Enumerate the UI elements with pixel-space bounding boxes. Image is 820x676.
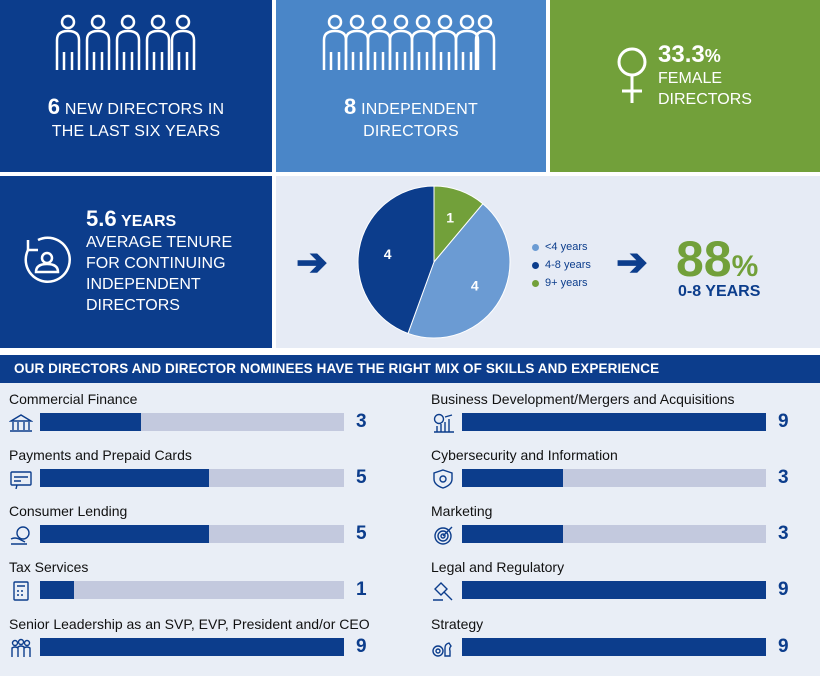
bar-value-label: 3 — [778, 523, 789, 544]
bar-track — [462, 413, 766, 431]
skill-label: Business Development/Mergers and Acquisi… — [431, 391, 735, 407]
bar-fill — [40, 469, 209, 487]
shield-icon — [433, 469, 453, 489]
bar-fill — [462, 525, 564, 543]
bar-track — [40, 581, 344, 599]
skill-label: Commercial Finance — [9, 391, 138, 407]
legend-label: <4 years — [545, 241, 588, 253]
bar-value-label: 9 — [356, 636, 367, 657]
bar-fill — [40, 525, 209, 543]
bar-value-label: 3 — [778, 467, 789, 488]
bar-track — [462, 525, 766, 543]
independent-line2: DIRECTORS — [363, 123, 459, 140]
skill-label: Marketing — [431, 503, 493, 519]
legend-item: <4 years — [532, 238, 591, 256]
arrow-right-icon: ➔ — [296, 242, 328, 284]
bar-fill — [40, 413, 142, 431]
card-icon — [10, 471, 32, 489]
arrow-right-icon: ➔ — [616, 242, 648, 284]
gavel-icon — [433, 582, 453, 601]
new-directors-panel: 6 NEW DIRECTORS IN THE LAST SIX YEARS — [0, 0, 272, 172]
bar-track — [462, 581, 766, 599]
tenure-chart-panel: ➔ 1 4 4 <4 years 4-8 years 9+ years ➔ 88% 0-… — [276, 176, 820, 348]
bar-track — [40, 525, 344, 543]
strategy-icon — [432, 642, 452, 657]
bank-icon — [9, 414, 33, 432]
bar-fill — [462, 413, 766, 431]
bar-value-label: 1 — [356, 579, 367, 600]
summary-percent-sign: % — [731, 250, 759, 283]
bar-fill — [462, 638, 766, 656]
legend-label: 4-8 years — [545, 259, 591, 271]
bar-fill — [462, 469, 564, 487]
female-percent: % — [704, 46, 721, 66]
summary-label: 0-8 YEARS — [678, 283, 761, 300]
bar-value-label: 5 — [356, 467, 367, 488]
bar-fill — [40, 581, 74, 599]
new-directors-line1: NEW DIRECTORS IN — [64, 101, 225, 118]
legend-item: 4-8 years — [532, 256, 591, 274]
bar-track — [40, 638, 344, 656]
pie-data-label: 1 — [446, 210, 454, 226]
group-icon — [11, 638, 31, 657]
new-directors-line2: THE LAST SIX YEARS — [51, 123, 221, 140]
skill-label: Senior Leadership as an SVP, EVP, Presid… — [9, 616, 370, 632]
independent-number: 8 — [344, 94, 357, 119]
bar-track — [40, 469, 344, 487]
tenure-line2: FOR CONTINUING — [86, 255, 226, 272]
target-icon — [434, 526, 453, 545]
skills-banner-title: OUR DIRECTORS AND DIRECTOR NOMINEES HAVE… — [0, 355, 820, 383]
tenure-line3: INDEPENDENT — [86, 276, 201, 293]
skill-label: Cybersecurity and Information — [431, 447, 618, 463]
independent-directors-panel: 8 INDEPENDENT DIRECTORS — [276, 0, 546, 172]
skill-label: Legal and Regulatory — [431, 559, 565, 575]
legend-swatch — [532, 243, 539, 251]
bar-value-label: 9 — [778, 411, 789, 432]
bar-track — [40, 413, 344, 431]
pie-slice-4-8-years — [357, 185, 435, 335]
legend-item: 9+ years — [532, 274, 591, 292]
legend-label: 9+ years — [545, 277, 588, 289]
skill-label: Tax Services — [9, 559, 89, 575]
female-line2: DIRECTORS — [658, 91, 752, 108]
pie-data-label: 4 — [471, 278, 479, 294]
calculator-icon — [13, 581, 29, 601]
skill-label: Payments and Prepaid Cards — [9, 447, 192, 463]
female-directors-panel: 33.3% FEMALE DIRECTORS — [550, 0, 820, 172]
bar-value-label: 5 — [356, 523, 367, 544]
female-line1: FEMALE — [658, 70, 723, 87]
legend-swatch — [532, 279, 539, 287]
bar-value-label: 9 — [778, 636, 789, 657]
bar-value-label: 9 — [778, 579, 789, 600]
skill-label: Strategy — [431, 616, 484, 632]
bar-track — [462, 469, 766, 487]
new-directors-number: 6 — [47, 94, 61, 119]
tenure-unit: YEARS — [121, 213, 177, 230]
pie-slice--4-years — [407, 203, 511, 339]
pie-legend: <4 years 4-8 years 9+ years — [532, 238, 591, 292]
bar-track — [462, 638, 766, 656]
female-number: 33.3 — [658, 41, 705, 68]
tenure-pie-chart: 1 4 4 — [357, 185, 511, 339]
people-group-icon — [322, 14, 496, 70]
summary-percent-number: 88 — [676, 231, 732, 287]
independent-line1: INDEPENDENT — [361, 101, 478, 118]
tenure-number: 5.6 — [86, 206, 117, 231]
pie-data-label: 4 — [384, 246, 392, 262]
lending-icon — [10, 526, 30, 545]
legend-swatch — [532, 261, 539, 269]
bar-value-label: 3 — [356, 411, 367, 432]
female-symbol-icon — [617, 47, 647, 103]
tenure-line4: DIRECTORS — [86, 297, 180, 314]
bar-fill — [462, 581, 766, 599]
tenure-cycle-icon — [24, 236, 71, 283]
tenure-line1: AVERAGE TENURE — [86, 234, 233, 251]
people-group-icon — [55, 14, 196, 70]
skill-label: Consumer Lending — [9, 503, 128, 519]
bar-fill — [40, 638, 344, 656]
tenure-panel: 5.6 YEARS AVERAGE TENURE FOR CONTINUING … — [0, 176, 272, 348]
growth-icon — [433, 413, 454, 433]
